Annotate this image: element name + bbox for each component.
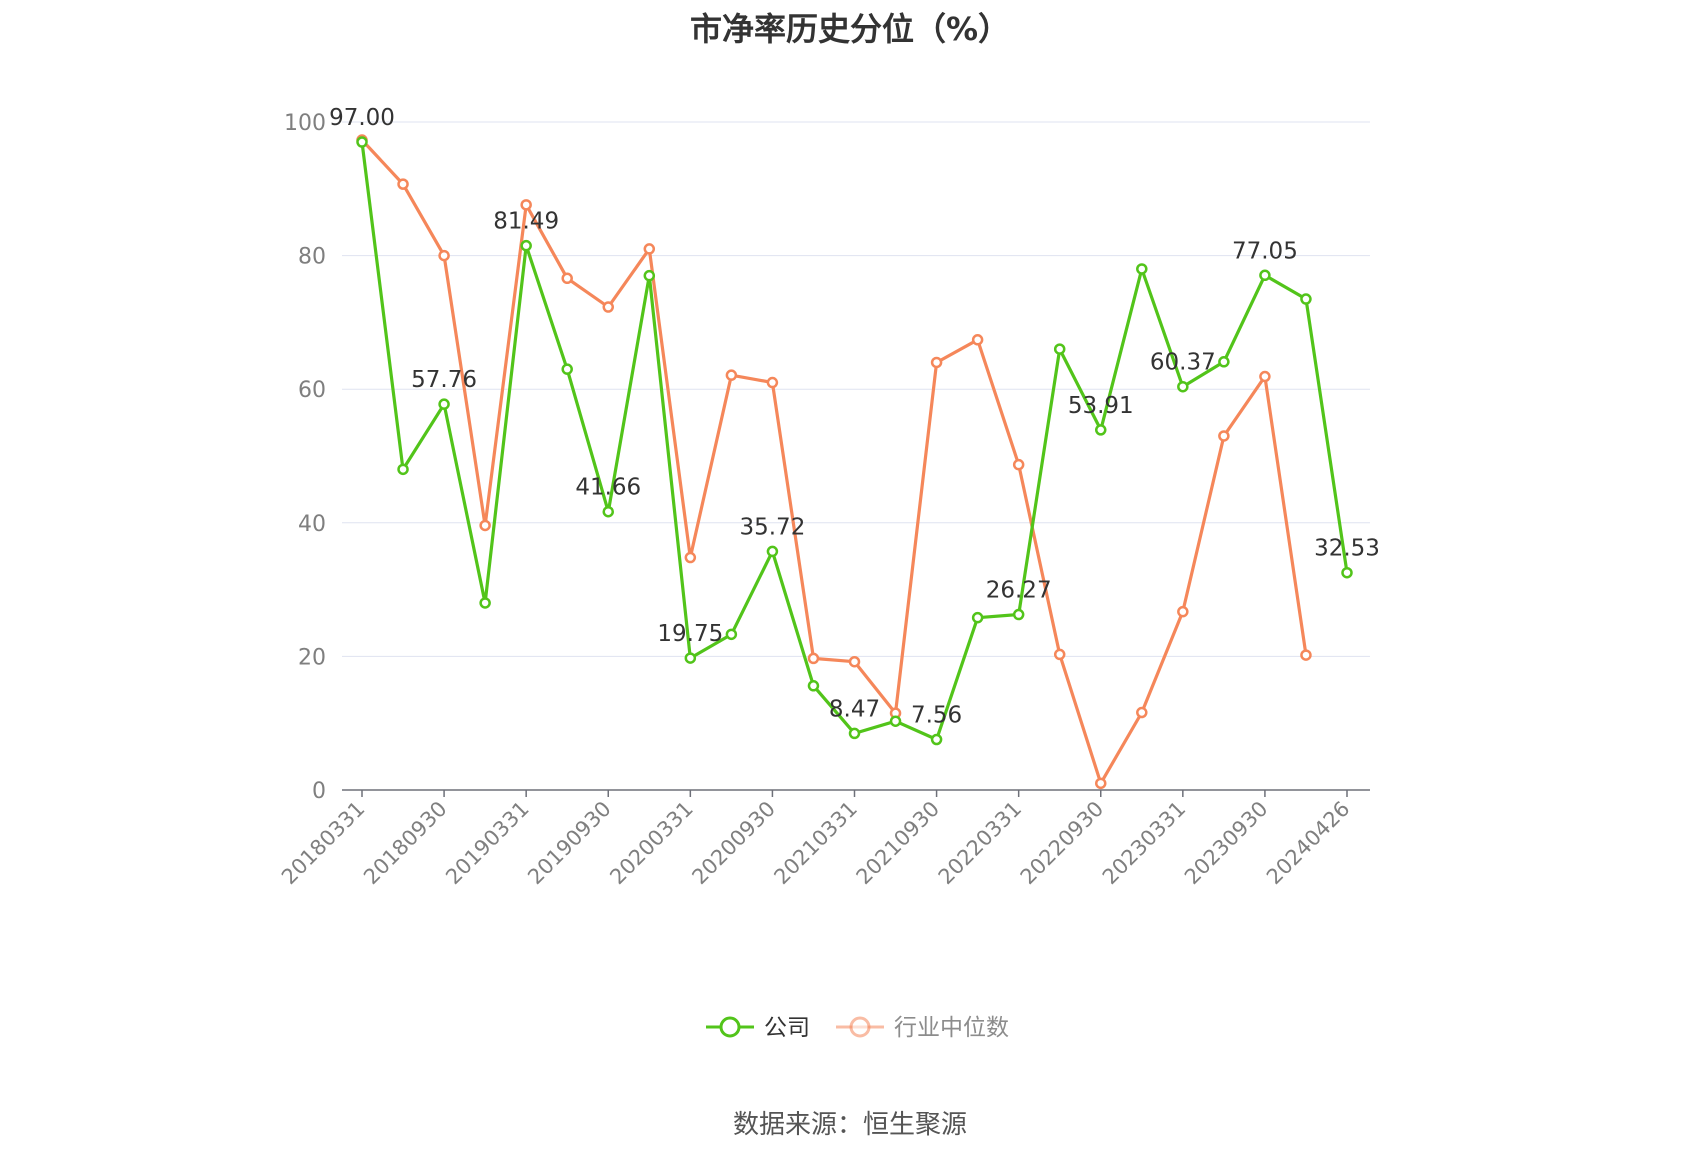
- x-tick-label: 20210331: [769, 797, 862, 890]
- company-data-point[interactable]: [1177, 380, 1189, 393]
- company-data-label: 57.76: [411, 367, 477, 393]
- company-data-point[interactable]: [725, 628, 738, 641]
- company-data-label: 41.66: [575, 475, 641, 501]
- x-tick-label: 20230331: [1098, 797, 1191, 890]
- company-data-point[interactable]: [889, 715, 902, 727]
- x-tick-label: 20220331: [934, 797, 1027, 890]
- legend-industry-marker: [849, 1016, 871, 1038]
- industry-data-point[interactable]: [438, 249, 450, 262]
- company-data-point[interactable]: [643, 269, 656, 282]
- x-tick-label: 20220930: [1016, 797, 1109, 890]
- company-data-point[interactable]: [766, 545, 779, 558]
- x-tick-label: 20210930: [852, 797, 945, 890]
- company-data-point[interactable]: [684, 652, 697, 664]
- y-tick-label: 100: [284, 111, 326, 136]
- company-data-point[interactable]: [602, 505, 614, 518]
- y-tick-label: 40: [298, 512, 326, 537]
- legend-item-industry[interactable]: 行业中位数: [836, 1015, 1009, 1041]
- company-data-point[interactable]: [479, 597, 491, 609]
- data-label-layer: 97.00 57.76 81.49 41.66 19.75 35.72 8.47 7.56 26…: [329, 105, 1380, 728]
- x-tick-label: 20200331: [605, 797, 698, 890]
- chart-title: 市净率历史分位（%）: [690, 10, 1010, 48]
- industry-data-point[interactable]: [1136, 706, 1148, 719]
- company-data-point[interactable]: [356, 136, 368, 148]
- series-layer: [356, 134, 1353, 790]
- company-data-point[interactable]: [1300, 293, 1312, 305]
- company-data-point[interactable]: [971, 611, 984, 624]
- grid-layer: [342, 121, 1370, 657]
- industry-data-point[interactable]: [479, 519, 491, 532]
- company-data-label: 77.05: [1232, 238, 1298, 264]
- company-data-point[interactable]: [438, 398, 450, 410]
- company-data-label: 97.00: [329, 105, 395, 131]
- legend-industry-label: 行业中位数: [894, 1015, 1009, 1041]
- company-data-point[interactable]: [1259, 269, 1271, 282]
- industry-data-point[interactable]: [930, 356, 943, 369]
- company-data-point[interactable]: [1341, 566, 1353, 579]
- company-data-label: 32.53: [1314, 536, 1380, 562]
- company-data-point[interactable]: [561, 363, 573, 375]
- legend-item-company[interactable]: 公司: [706, 1015, 810, 1041]
- company-data-point[interactable]: [848, 727, 861, 740]
- company-data-point[interactable]: [397, 463, 409, 476]
- industry-data-point[interactable]: [520, 199, 532, 211]
- industry-data-point[interactable]: [561, 272, 573, 285]
- industry-data-point[interactable]: [684, 551, 697, 564]
- y-tick-label: 60: [298, 378, 326, 403]
- company-data-point[interactable]: [520, 239, 532, 252]
- industry-data-point[interactable]: [1259, 370, 1271, 383]
- axis-layer: 0 20 40 60 80 100 2018033120180930201903312019…: [277, 111, 1370, 889]
- company-data-label: 26.27: [986, 578, 1052, 604]
- industry-data-point[interactable]: [971, 334, 984, 346]
- legend-company-label: 公司: [764, 1015, 810, 1041]
- company-data-point[interactable]: [1012, 608, 1025, 621]
- company-data-label: 8.47: [829, 696, 880, 722]
- source-note: 数据来源：恒生聚源: [733, 1110, 967, 1140]
- industry-data-point[interactable]: [602, 301, 614, 313]
- industry-data-point[interactable]: [1053, 648, 1066, 661]
- company-data-point[interactable]: [807, 680, 820, 692]
- company-data-label: 7.56: [911, 702, 962, 728]
- industry-series-line: [360, 138, 1308, 785]
- industry-data-point[interactable]: [848, 655, 861, 668]
- industry-data-point[interactable]: [1177, 605, 1189, 618]
- y-tick-label: 80: [298, 245, 326, 270]
- company-data-point[interactable]: [1218, 356, 1230, 368]
- y-tick-label: 20: [298, 645, 326, 670]
- industry-data-point[interactable]: [643, 243, 656, 255]
- x-tick-label: 20240426: [1262, 797, 1355, 890]
- x-tick-label: 20180930: [359, 797, 452, 890]
- industry-data-point[interactable]: [1012, 458, 1025, 471]
- company-data-point[interactable]: [1136, 263, 1148, 275]
- company-data-label: 19.75: [657, 621, 723, 647]
- industry-data-point[interactable]: [766, 376, 779, 389]
- x-tick-label: 20230930: [1180, 797, 1273, 890]
- x-tick-label: 20190331: [441, 797, 534, 890]
- industry-data-point[interactable]: [807, 652, 820, 665]
- industry-data-point[interactable]: [725, 369, 738, 381]
- company-data-point[interactable]: [1053, 343, 1066, 355]
- company-data-label: 81.49: [493, 209, 559, 235]
- x-tick-label: 20190930: [523, 797, 616, 890]
- legend: 公司 行业中位数: [706, 1015, 1009, 1041]
- industry-data-point[interactable]: [397, 178, 409, 190]
- industry-data-point[interactable]: [1095, 777, 1107, 790]
- company-data-point[interactable]: [930, 733, 943, 746]
- company-data-label: 60.37: [1150, 350, 1216, 376]
- industry-data-point[interactable]: [1300, 649, 1312, 661]
- legend-company-marker: [719, 1016, 741, 1038]
- x-tick-label: 20180331: [277, 797, 370, 890]
- y-tick-label: 0: [312, 779, 326, 804]
- company-data-label: 53.91: [1068, 393, 1134, 419]
- company-data-point[interactable]: [1095, 424, 1107, 436]
- x-tick-label: 20200930: [687, 797, 780, 890]
- industry-data-point[interactable]: [1218, 430, 1230, 442]
- company-data-label: 35.72: [739, 514, 805, 540]
